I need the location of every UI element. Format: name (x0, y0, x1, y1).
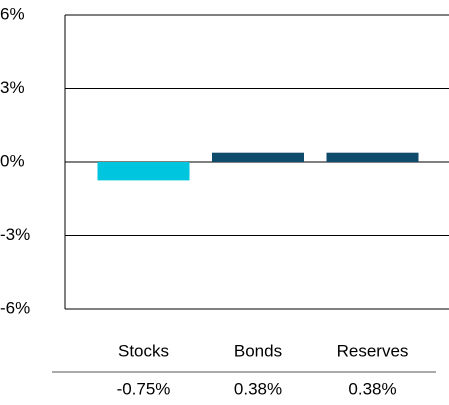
bar (212, 152, 304, 162)
value-label: -0.75% (117, 379, 171, 398)
y-tick-label: -6% (0, 298, 30, 317)
y-tick-label: -3% (0, 225, 30, 244)
x-tick-label: Bonds (234, 341, 282, 360)
bar (326, 152, 419, 162)
x-tick-label: Reserves (337, 341, 409, 360)
y-tick-label: 6% (0, 4, 25, 23)
value-label: 0.38% (234, 379, 282, 398)
y-tick-label: 3% (0, 78, 25, 97)
y-tick-label: 0% (0, 151, 25, 170)
x-tick-label: Stocks (118, 341, 169, 360)
bar (97, 162, 190, 181)
value-label: 0.38% (348, 379, 396, 398)
